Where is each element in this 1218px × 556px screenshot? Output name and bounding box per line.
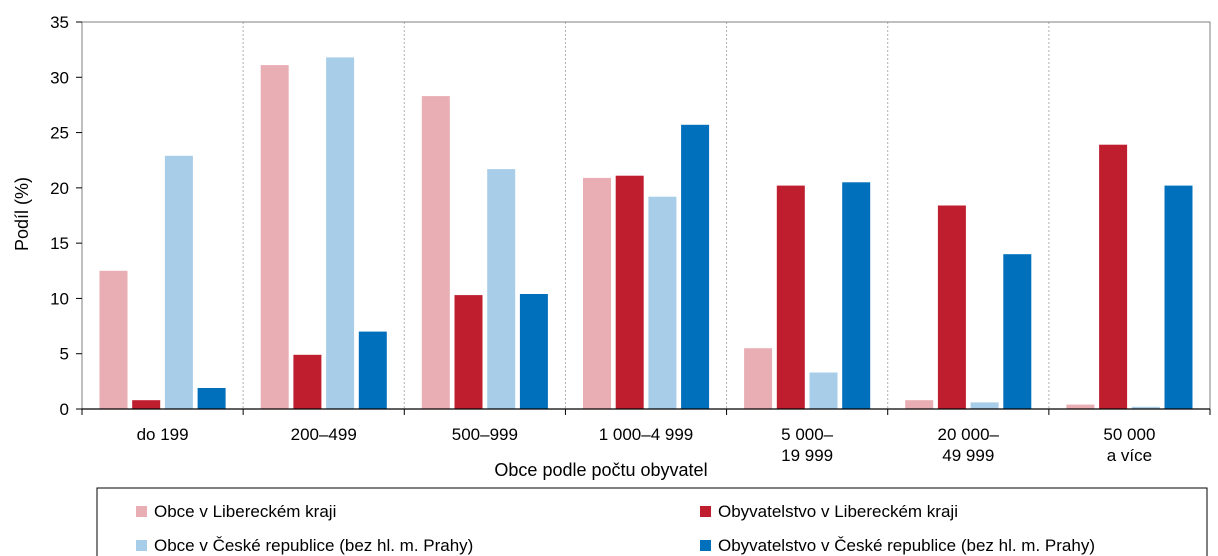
bar bbox=[1003, 254, 1032, 409]
grid bbox=[242, 22, 1050, 409]
bar bbox=[648, 196, 677, 409]
bar bbox=[260, 65, 289, 409]
y-tick-label: 20 bbox=[50, 179, 69, 198]
x-tick-label: 5 000– 19 999 bbox=[781, 425, 834, 465]
x-tick-label: 500–999 bbox=[452, 425, 518, 444]
x-tick-label: 50 000 a více bbox=[1103, 425, 1155, 465]
bar bbox=[583, 177, 611, 409]
bar bbox=[164, 155, 193, 409]
x-tick-label: 20 000– 49 999 bbox=[938, 425, 1000, 465]
x-tick-label: do 199 bbox=[137, 425, 189, 444]
y-tick-label: 25 bbox=[50, 124, 69, 143]
bar bbox=[1099, 144, 1128, 409]
bar bbox=[809, 372, 838, 409]
legend-box bbox=[96, 487, 1208, 556]
bar bbox=[99, 270, 128, 409]
y-tick-label: 35 bbox=[50, 13, 69, 32]
axes bbox=[81, 21, 1211, 410]
legend-label: Obyvatelstvo v Libereckém kraji bbox=[718, 502, 958, 521]
plot-border bbox=[81, 21, 1211, 410]
bar bbox=[421, 96, 450, 409]
legend-swatch bbox=[136, 540, 147, 551]
legend-label: Obyvatelstvo v České republice (bez hl. … bbox=[718, 536, 1095, 555]
x-ticks: do 199 200–499 500–999 1 000–4 999 5 000– 19 … bbox=[81, 409, 1211, 465]
bar bbox=[197, 388, 226, 409]
bar bbox=[358, 331, 387, 409]
legend-swatch bbox=[700, 506, 711, 517]
bar bbox=[842, 182, 871, 409]
legend-swatch bbox=[700, 540, 711, 551]
bar bbox=[293, 354, 322, 409]
bar bbox=[1164, 185, 1193, 409]
bar bbox=[454, 295, 483, 409]
y-tick-label: 0 bbox=[60, 400, 69, 419]
bar bbox=[744, 348, 773, 409]
bar bbox=[681, 124, 710, 410]
bars bbox=[99, 57, 1193, 410]
bar bbox=[776, 185, 805, 409]
legend-label: Obce v Libereckém kraji bbox=[154, 502, 336, 521]
legend-swatch bbox=[136, 506, 147, 517]
x-tick-label: 1 000–4 999 bbox=[599, 425, 694, 444]
bar bbox=[1131, 406, 1160, 409]
bar bbox=[132, 400, 161, 409]
bar bbox=[326, 57, 355, 410]
bar bbox=[519, 294, 548, 409]
legend: Obce v Libereckém kraji Obyvatelstvo v Li… bbox=[96, 487, 1208, 556]
bar bbox=[905, 400, 934, 409]
bar bbox=[487, 169, 516, 409]
bar bbox=[1066, 404, 1095, 409]
bar bbox=[615, 175, 644, 409]
bar bbox=[970, 402, 999, 409]
bar bbox=[937, 205, 966, 409]
y-tick-label: 15 bbox=[50, 234, 69, 253]
y-tick-label: 10 bbox=[50, 289, 69, 308]
legend-label: Obce v České republice (bez hl. m. Prahy… bbox=[154, 536, 473, 555]
x-tick-label: 200–499 bbox=[291, 425, 357, 444]
y-axis-label: Podíl (%) bbox=[12, 177, 32, 251]
y-tick-label: 5 bbox=[60, 345, 69, 364]
x-axis-label: Obce podle počtu obyvatel bbox=[494, 460, 707, 480]
y-ticks: 0 5 10 15 20 25 30 35 bbox=[50, 13, 82, 419]
y-tick-label: 30 bbox=[50, 68, 69, 87]
